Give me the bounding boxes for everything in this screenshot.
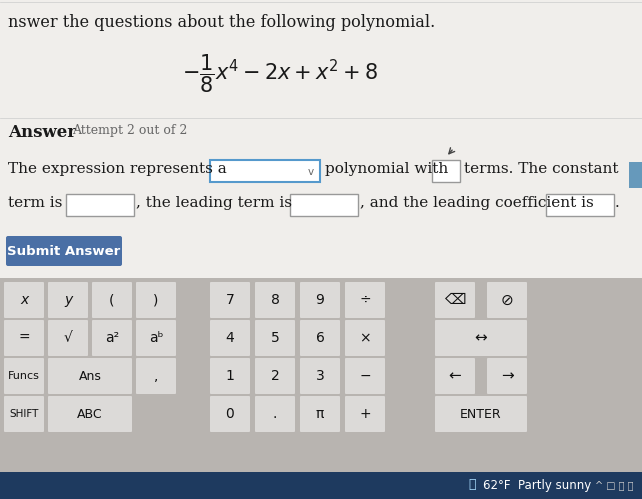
Text: 6: 6 <box>316 331 324 345</box>
FancyBboxPatch shape <box>6 236 122 266</box>
Text: x: x <box>20 293 28 307</box>
Text: +: + <box>359 407 371 421</box>
Text: ⌫: ⌫ <box>444 292 466 307</box>
Text: ×: × <box>359 331 371 345</box>
FancyBboxPatch shape <box>255 282 295 318</box>
Text: 1: 1 <box>225 369 234 383</box>
FancyBboxPatch shape <box>300 396 340 432</box>
Text: Attempt 2 out of 2: Attempt 2 out of 2 <box>72 124 187 137</box>
FancyBboxPatch shape <box>435 282 475 318</box>
FancyBboxPatch shape <box>210 320 250 356</box>
FancyBboxPatch shape <box>487 358 527 394</box>
FancyBboxPatch shape <box>92 282 132 318</box>
FancyBboxPatch shape <box>345 396 385 432</box>
FancyBboxPatch shape <box>210 282 250 318</box>
Text: 5: 5 <box>271 331 279 345</box>
Text: , and the leading coefficient is: , and the leading coefficient is <box>360 196 594 210</box>
Text: term is: term is <box>8 196 62 210</box>
FancyBboxPatch shape <box>136 320 176 356</box>
Text: √: √ <box>64 331 73 345</box>
Text: ÷: ÷ <box>359 293 371 307</box>
Text: π: π <box>316 407 324 421</box>
FancyBboxPatch shape <box>487 282 527 318</box>
FancyBboxPatch shape <box>66 194 134 216</box>
Text: v: v <box>308 167 314 177</box>
FancyBboxPatch shape <box>4 320 44 356</box>
Text: ,: , <box>154 369 158 383</box>
Text: , the leading term is: , the leading term is <box>136 196 292 210</box>
Text: aᵇ: aᵇ <box>149 331 163 345</box>
FancyBboxPatch shape <box>300 358 340 394</box>
FancyBboxPatch shape <box>4 282 44 318</box>
FancyBboxPatch shape <box>48 358 132 394</box>
Text: (: ( <box>109 293 115 307</box>
FancyBboxPatch shape <box>48 282 88 318</box>
Text: 9: 9 <box>316 293 324 307</box>
FancyBboxPatch shape <box>345 282 385 318</box>
FancyBboxPatch shape <box>0 278 642 474</box>
Text: .: . <box>615 196 620 210</box>
Text: terms. The constant: terms. The constant <box>464 162 618 176</box>
FancyBboxPatch shape <box>435 396 527 432</box>
Text: Answer: Answer <box>8 124 76 141</box>
Text: ENTER: ENTER <box>460 408 502 421</box>
Text: Submit Answer: Submit Answer <box>7 245 121 257</box>
Text: −: − <box>359 369 371 383</box>
FancyBboxPatch shape <box>345 358 385 394</box>
FancyBboxPatch shape <box>435 320 527 356</box>
Text: SHIFT: SHIFT <box>10 409 39 419</box>
FancyBboxPatch shape <box>432 160 460 182</box>
Text: a²: a² <box>105 331 119 345</box>
FancyBboxPatch shape <box>300 320 340 356</box>
Text: 8: 8 <box>270 293 279 307</box>
Text: 🌤: 🌤 <box>468 479 476 492</box>
Text: 7: 7 <box>225 293 234 307</box>
FancyBboxPatch shape <box>48 320 88 356</box>
Text: ^ □ 🔊 📶: ^ □ 🔊 📶 <box>595 480 634 490</box>
FancyBboxPatch shape <box>210 160 320 182</box>
FancyBboxPatch shape <box>255 396 295 432</box>
FancyBboxPatch shape <box>4 396 44 432</box>
Text: The expression represents a: The expression represents a <box>8 162 227 176</box>
FancyBboxPatch shape <box>136 282 176 318</box>
Text: $-\dfrac{1}{8}x^4 - 2x + x^2 + 8$: $-\dfrac{1}{8}x^4 - 2x + x^2 + 8$ <box>182 52 378 94</box>
Text: ↔: ↔ <box>474 330 487 345</box>
FancyBboxPatch shape <box>345 320 385 356</box>
Text: nswer the questions about the following polynomial.: nswer the questions about the following … <box>8 14 435 31</box>
FancyBboxPatch shape <box>210 396 250 432</box>
Text: 4: 4 <box>225 331 234 345</box>
FancyBboxPatch shape <box>4 358 44 394</box>
Text: ⊘: ⊘ <box>501 292 514 307</box>
FancyBboxPatch shape <box>255 320 295 356</box>
Text: polynomial with: polynomial with <box>325 162 448 176</box>
FancyBboxPatch shape <box>0 472 642 499</box>
FancyBboxPatch shape <box>136 358 176 394</box>
FancyBboxPatch shape <box>435 358 475 394</box>
FancyBboxPatch shape <box>92 320 132 356</box>
FancyBboxPatch shape <box>48 396 132 432</box>
Text: y: y <box>64 293 72 307</box>
FancyBboxPatch shape <box>300 282 340 318</box>
Text: .: . <box>273 407 277 421</box>
FancyBboxPatch shape <box>210 358 250 394</box>
Text: 3: 3 <box>316 369 324 383</box>
Text: Ans: Ans <box>78 369 101 383</box>
Text: ←: ← <box>449 368 462 384</box>
Text: Funcs: Funcs <box>8 371 40 381</box>
FancyBboxPatch shape <box>290 194 358 216</box>
Text: ABC: ABC <box>77 408 103 421</box>
Text: 0: 0 <box>225 407 234 421</box>
Text: =: = <box>18 331 30 345</box>
FancyBboxPatch shape <box>255 358 295 394</box>
Text: 2: 2 <box>271 369 279 383</box>
Text: 62°F  Partly sunny: 62°F Partly sunny <box>483 479 591 492</box>
FancyBboxPatch shape <box>546 194 614 216</box>
FancyBboxPatch shape <box>629 162 642 188</box>
Text: ): ) <box>153 293 159 307</box>
Text: →: → <box>501 368 514 384</box>
